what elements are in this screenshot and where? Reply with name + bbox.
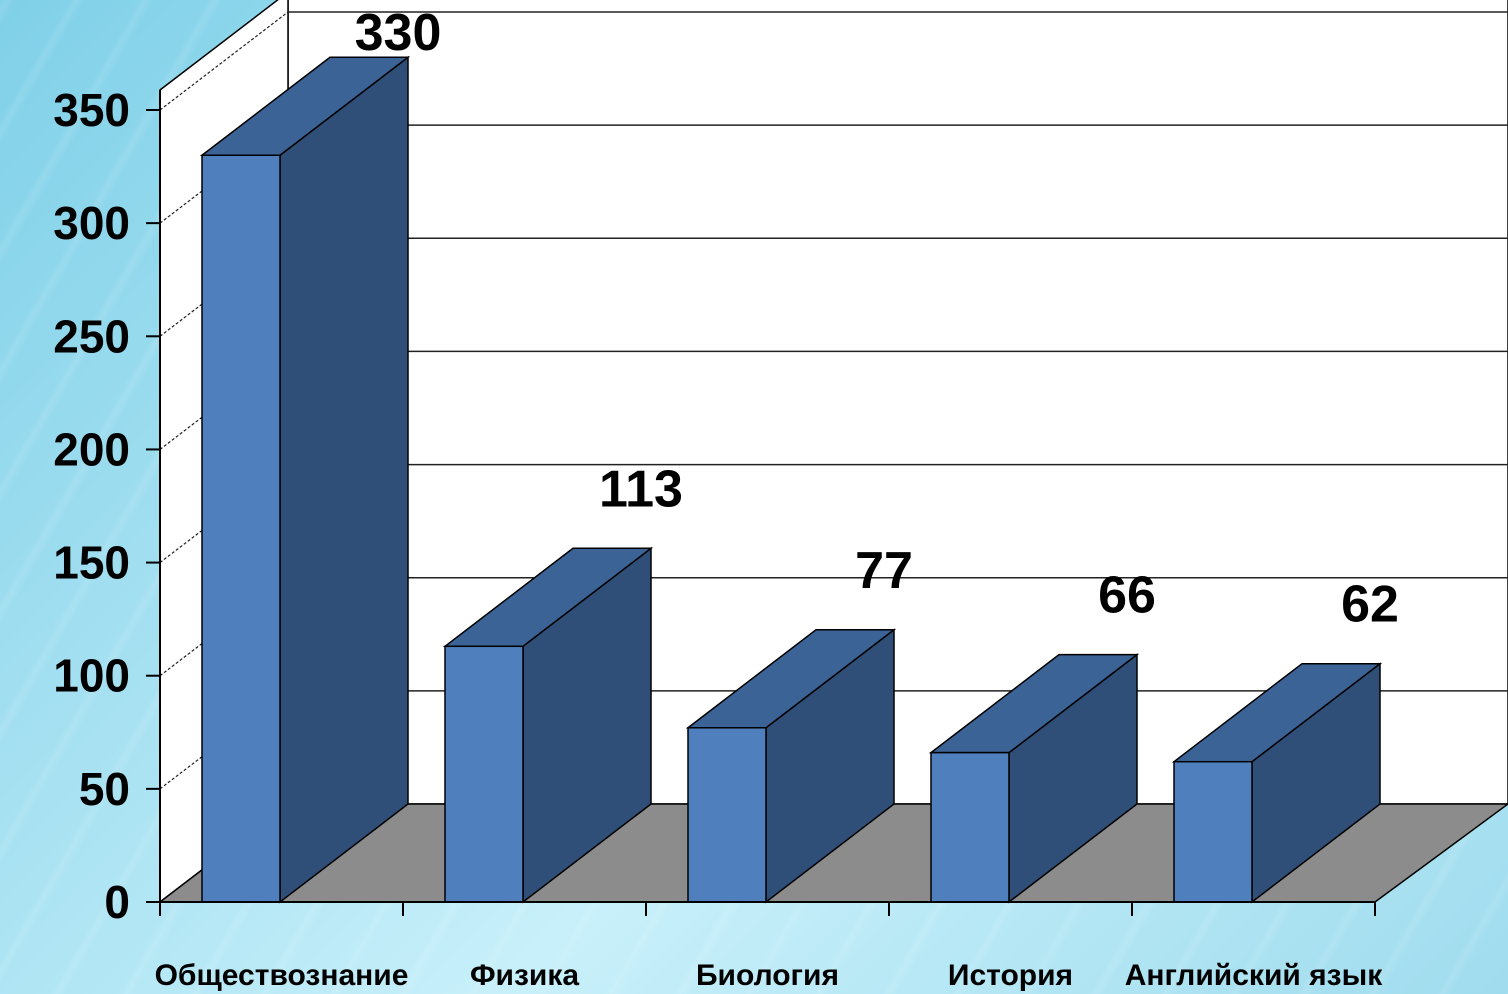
y-tick-label: 150: [53, 537, 130, 589]
data-label: 66: [1098, 567, 1156, 625]
y-tick-label: 200: [53, 423, 130, 475]
y-tick-label: 350: [53, 84, 130, 136]
bar-side: [279, 55, 409, 904]
data-label: 62: [1341, 576, 1399, 634]
y-tick-label: 300: [53, 197, 130, 249]
x-axis: Обществознание Физика Биология История Англи…: [155, 901, 1383, 992]
data-label: 77: [855, 542, 913, 600]
x-category-label: Физика: [470, 959, 579, 992]
y-tick-label: 0: [104, 876, 130, 928]
y-tick-label: 100: [53, 650, 130, 702]
data-label: 330: [355, 4, 442, 62]
x-category-label: Биология: [696, 959, 839, 992]
bar-3: [685, 628, 897, 904]
bar-front: [930, 751, 1010, 903]
data-label: 113: [599, 460, 683, 518]
bar-front: [1173, 760, 1253, 903]
y-tick-label: 250: [53, 310, 130, 362]
bar-1: [199, 55, 411, 904]
x-category-label: Обществознание: [155, 959, 409, 992]
bar-2: [442, 546, 654, 904]
bar-5: [1171, 662, 1383, 904]
x-category-label: Английский язык: [1125, 959, 1383, 992]
bar-front: [444, 645, 524, 903]
gridline-diagonal: [159, 11, 289, 111]
x-category-label: История: [948, 959, 1073, 992]
bar-front: [201, 154, 281, 903]
bar-4: [928, 653, 1140, 904]
bar-front: [687, 727, 767, 903]
y-axis: 0 50 100 150 200 250 300 350: [53, 84, 161, 928]
data-labels: 330 113 77 66 62: [355, 4, 1399, 634]
y-tick-label: 50: [79, 763, 130, 815]
bars: [199, 55, 1383, 904]
